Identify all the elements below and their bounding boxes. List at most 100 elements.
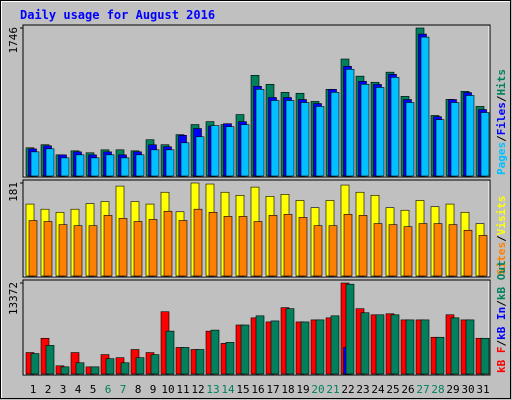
bar [118,218,128,277]
x-tick-label: 9 [150,383,157,396]
bar [180,142,190,177]
bar [150,354,160,375]
bar [285,100,295,177]
bar [75,362,85,375]
legend-separator: / [495,300,508,307]
bar [358,215,368,277]
bar [75,154,85,177]
x-tick-label: 15 [236,383,249,396]
bar [435,119,445,177]
x-tick-label: 1 [30,383,37,396]
bar [463,229,473,277]
x-tick-label: 23 [356,383,369,396]
bar [90,366,100,375]
bar [268,215,278,277]
bar [480,112,490,177]
bar [148,219,158,277]
bar [165,149,175,177]
x-tick-label: 27 [416,383,429,396]
bar [210,329,220,375]
bar [360,312,370,375]
x-tick-label: 14 [221,383,235,396]
x-tick-label: 8 [135,383,142,396]
bar [90,157,100,177]
bar [345,283,355,375]
bar [135,357,145,375]
x-tick-label: 6 [105,383,112,396]
bar [313,225,323,277]
legend-entry: Sites [495,242,508,275]
bar [43,221,53,277]
legend-entry: kB Out [495,260,508,300]
bar [225,342,235,375]
x-tick-label: 12 [191,383,204,396]
bar [238,216,248,277]
bar [465,319,475,375]
bar [375,314,385,375]
legend: Sites/Visits [495,196,508,276]
x-tick-label: 31 [476,383,489,396]
bar [73,225,83,277]
bar [105,358,115,375]
bar [225,126,235,177]
x-tick-label: 20 [311,383,324,396]
x-tick-label: 5 [90,383,97,396]
x-tick-label: 22 [341,383,354,396]
x-tick-label: 2 [45,383,52,396]
bar [433,223,443,277]
legend-separator: / [495,235,508,242]
legend-separator: / [495,340,508,347]
bar [105,154,115,177]
bar [208,211,218,277]
bar [478,235,488,277]
x-tick-label: 17 [266,383,279,396]
bar [388,224,398,277]
bar [223,216,233,277]
bar [30,151,40,177]
bar [135,154,145,177]
bar [120,362,130,375]
bar [150,149,160,177]
bar [240,324,250,375]
bar [133,221,143,277]
y-tick-label: 13372 [7,282,20,315]
chart-title: Daily usage for August 2016 [20,8,215,22]
bar [88,225,98,277]
y-tick-label: 1746 [7,27,20,54]
bar [418,223,428,277]
bar [390,77,400,177]
bar [448,224,458,277]
bar [435,336,445,375]
bar [450,317,460,375]
bar [163,210,173,277]
bar [450,102,460,177]
bar [58,224,68,277]
x-tick-label: 11 [176,383,189,396]
legend-entry: kB F [495,347,508,374]
bar [165,330,175,375]
bar [30,353,40,375]
bar [343,214,353,277]
bar [298,217,308,277]
legend-entry: Visits [495,196,508,236]
bar [45,345,55,375]
x-tick-label: 28 [431,383,444,396]
bar [405,102,415,177]
bar [240,124,250,177]
bar [375,87,385,177]
bar [120,157,130,177]
bar [330,315,340,375]
bar [60,157,70,177]
bar [270,320,280,375]
bar [420,36,430,177]
x-tick-label: 26 [401,383,414,396]
legend-separator: / [495,135,508,142]
x-tick-label: 29 [446,383,459,396]
bar [195,136,205,177]
x-tick-label: 18 [281,383,294,396]
bar [373,223,383,277]
x-tick-label: 3 [60,383,67,396]
x-tick-label: 13 [206,383,219,396]
x-tick-label: 30 [461,383,474,396]
